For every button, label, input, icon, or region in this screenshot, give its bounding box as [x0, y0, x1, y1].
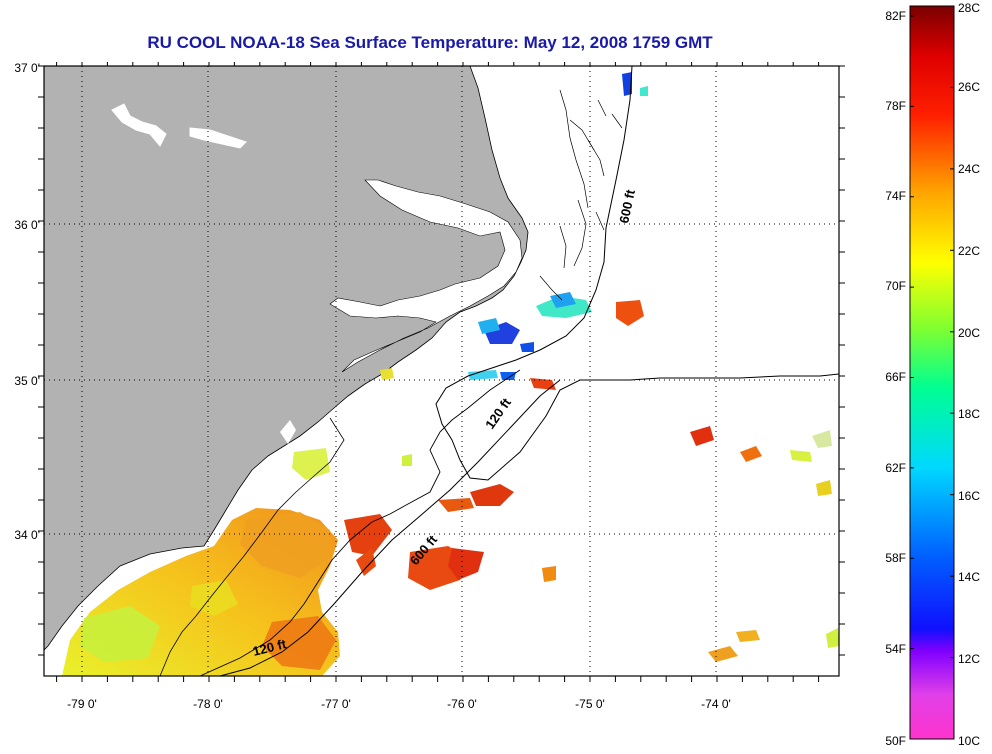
- lake-1: [111, 103, 167, 147]
- colorbar-c-10: 10C: [958, 734, 980, 748]
- contour-120ft: [219, 379, 561, 676]
- colorbar-f-74: 74F: [885, 189, 906, 203]
- sst-data-layer: [62, 72, 839, 676]
- colorbar-c-18: 18C: [958, 407, 980, 421]
- contour-label-600-north: 600 ft: [616, 188, 638, 225]
- lon-label-74: -74 0': [701, 697, 731, 711]
- colorbar: 82F 78F 74F 70F 66F 62F 58F 54F 50F 28C …: [885, 1, 980, 748]
- colorbar-c-22: 22C: [958, 244, 980, 258]
- lat-label-34: 34 0': [14, 528, 40, 542]
- contour-120ft-inner: [199, 369, 521, 676]
- colorbar-c-14: 14C: [958, 570, 980, 584]
- map-frame: [43, 65, 840, 677]
- chart-title: RU COOL NOAA-18 Sea Surface Temperature:…: [147, 33, 713, 52]
- graticule: [44, 66, 839, 676]
- lon-label-75: -75 0': [575, 697, 605, 711]
- contour-coastal: [159, 417, 345, 676]
- colorbar-c-20: 20C: [958, 326, 980, 340]
- lake-3: [280, 420, 296, 444]
- colorbar-f-50: 50F: [885, 734, 906, 748]
- colorbar-f-54: 54F: [885, 642, 906, 656]
- sound-water: [329, 179, 523, 373]
- shoreline-fragments: [539, 89, 623, 301]
- lat-label-37: 37 0': [14, 61, 40, 75]
- colorbar-gradient: [909, 5, 955, 740]
- lon-label-76: -76 0': [447, 697, 477, 711]
- colorbar-c-12: 12C: [958, 652, 980, 666]
- colorbar-f-78: 78F: [885, 99, 906, 113]
- colorbar-f-70: 70F: [885, 279, 906, 293]
- colorbar-c-24: 24C: [958, 162, 980, 176]
- colorbar-c-28: 28C: [958, 1, 980, 15]
- lat-label-36: 36 0': [14, 218, 40, 232]
- colorbar-f-58: 58F: [885, 551, 906, 565]
- colorbar-c-26: 26C: [958, 80, 980, 94]
- lake-2: [189, 127, 247, 149]
- lon-label-77: -77 0': [321, 697, 351, 711]
- lon-label-78: -78 0': [193, 697, 223, 711]
- colorbar-c-16: 16C: [958, 489, 980, 503]
- colorbar-f-82: 82F: [885, 9, 906, 23]
- axis-ticks: [38, 62, 845, 682]
- colorbar-f-66: 66F: [885, 370, 906, 384]
- contour-600ft: [435, 66, 839, 481]
- lat-label-35: 35 0': [14, 374, 40, 388]
- lon-label-79: -79 0': [67, 697, 97, 711]
- colorbar-f-62: 62F: [885, 461, 906, 475]
